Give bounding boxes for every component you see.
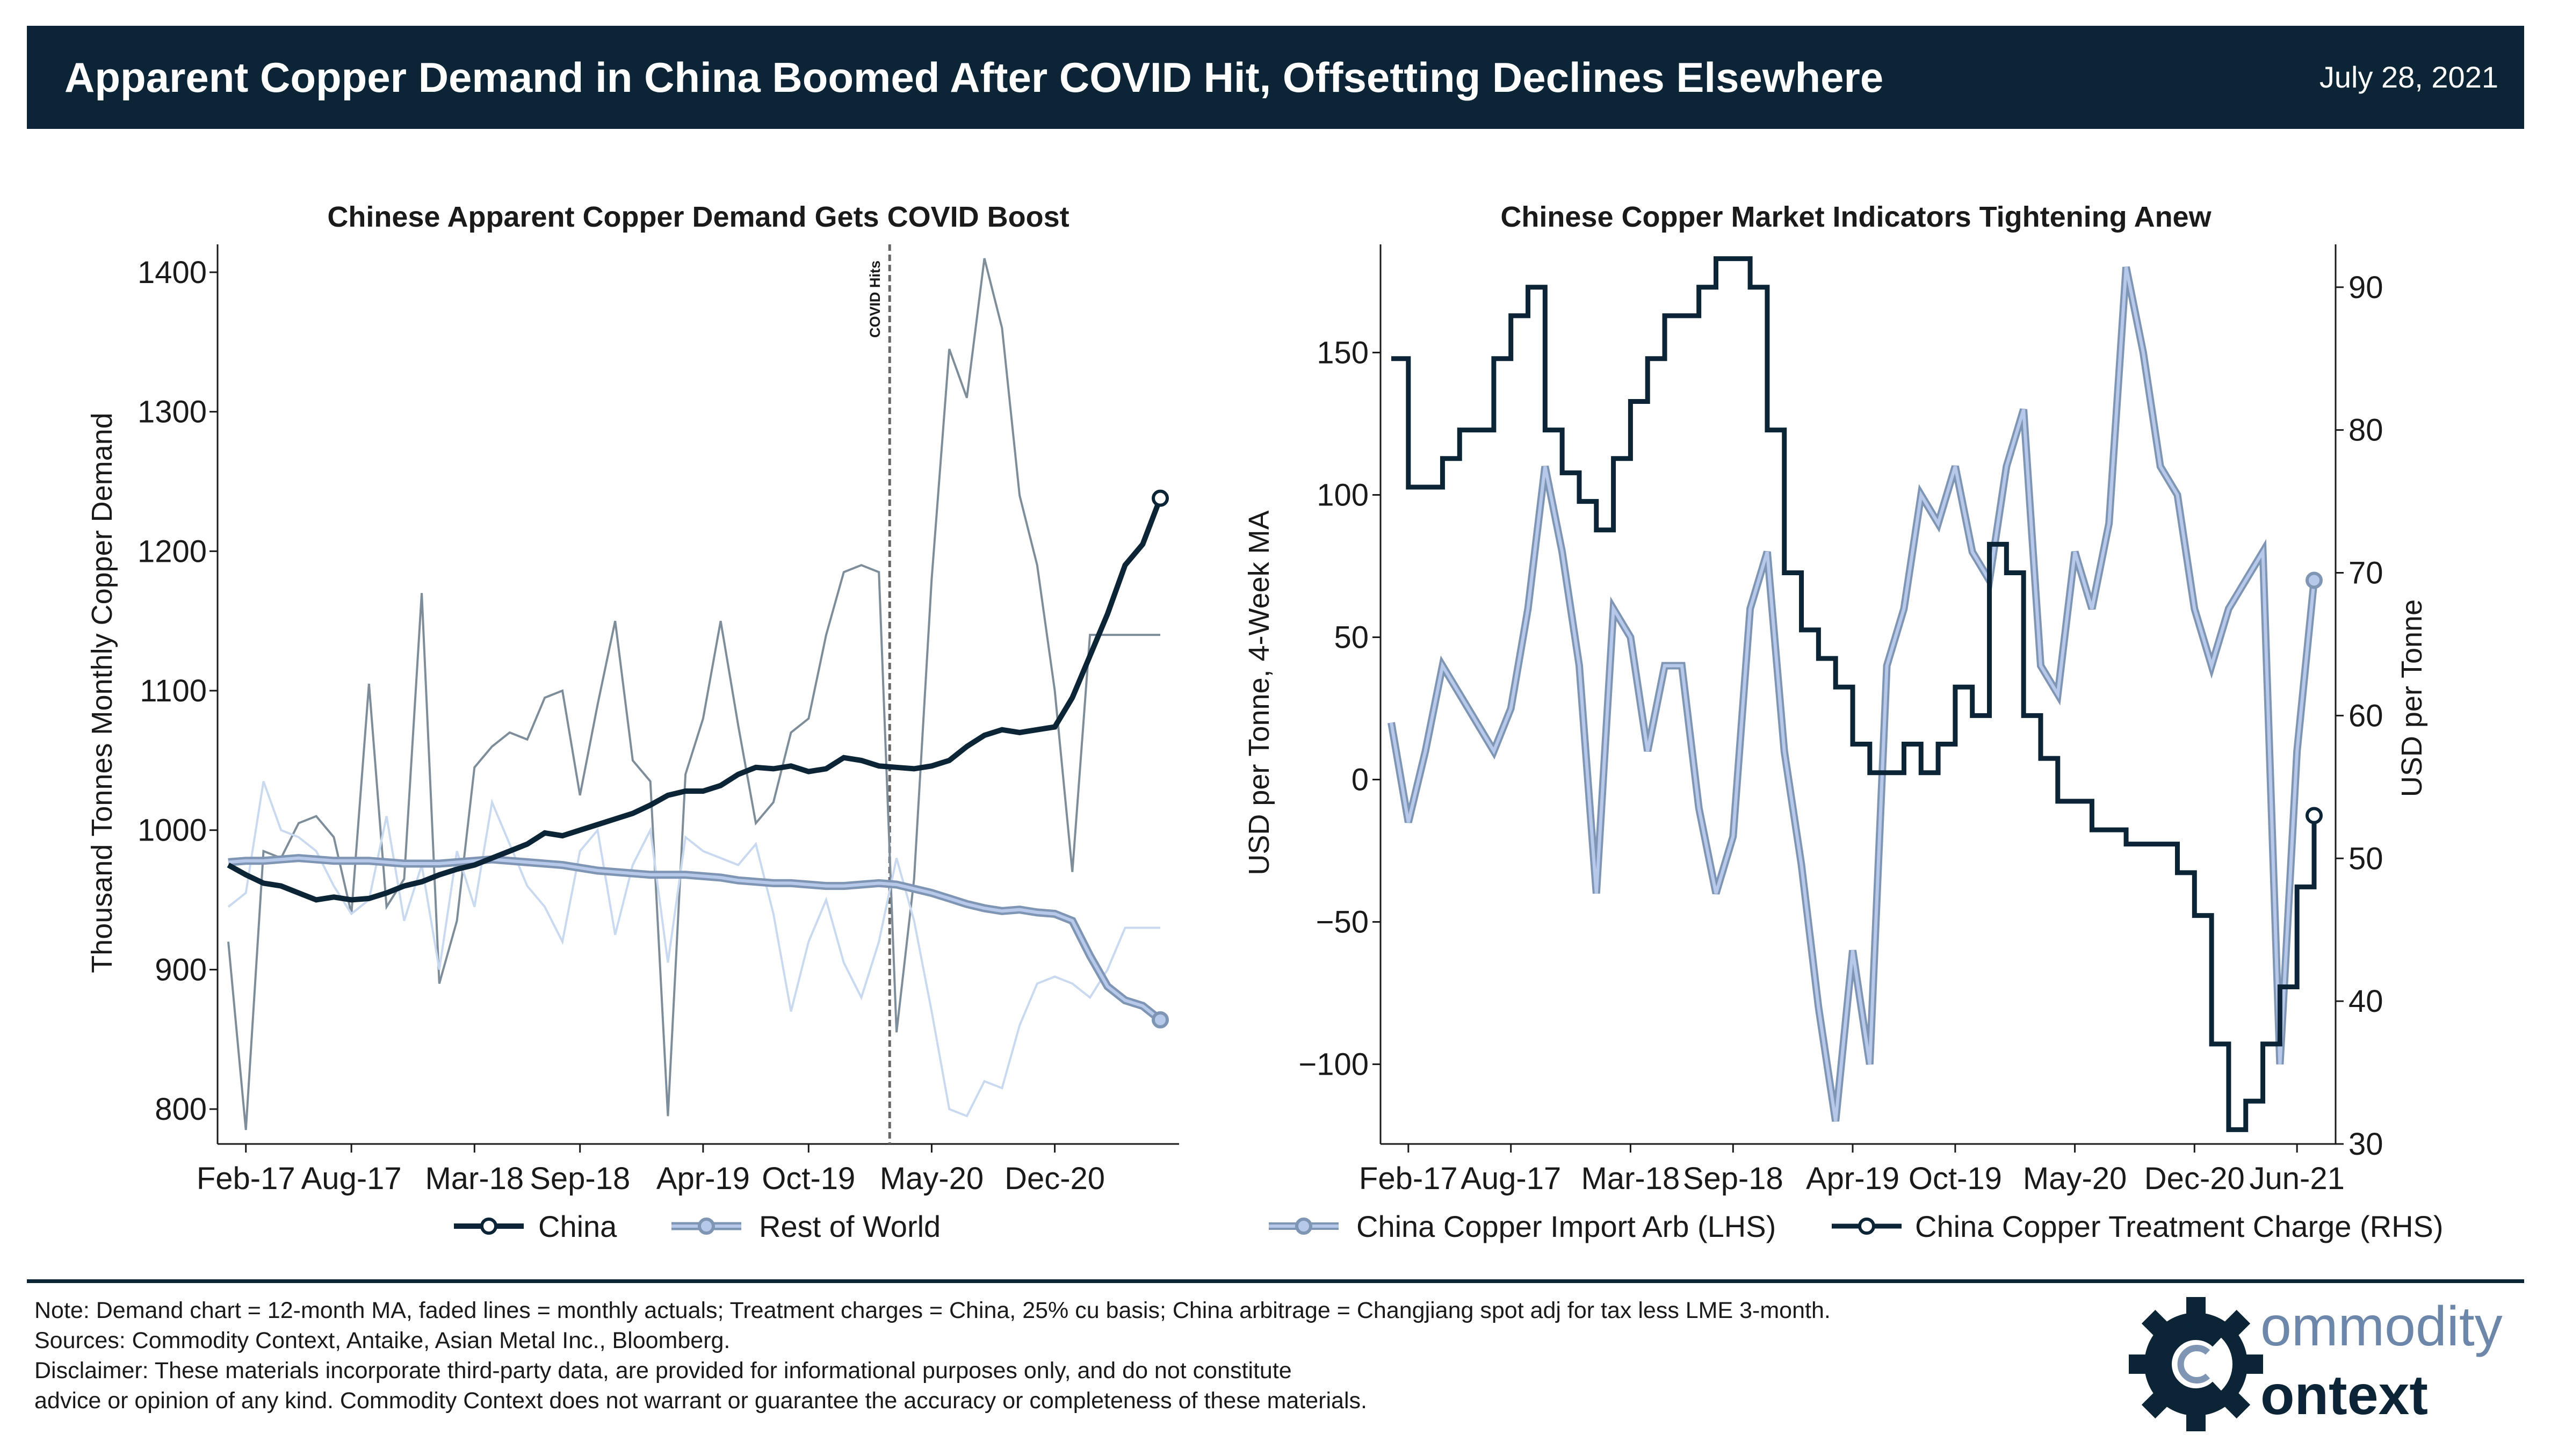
y-tick-label: 1000 — [138, 813, 207, 848]
x-tick-label: Sep-18 — [530, 1161, 630, 1196]
legend-label-china: China — [538, 1209, 617, 1243]
x-tick-label: Oct-19 — [762, 1161, 855, 1196]
x-tick-label: Apr-19 — [656, 1161, 750, 1196]
x-tick-label: Jun-21 — [2250, 1161, 2345, 1196]
left-y-ticks: 800 900 1000 1100 1200 1300 1400 — [138, 255, 218, 1127]
right-legend: China Copper Import Arb (LHS) China Copp… — [1269, 1209, 2444, 1243]
x-tick-label: Oct-19 — [1909, 1161, 2002, 1196]
y2-tick-label: 40 — [2348, 984, 2383, 1019]
title-banner: Apparent Copper Demand in China Boomed A… — [27, 26, 2524, 129]
y-tick-label: −50 — [1316, 905, 1369, 940]
x-tick-label: May-20 — [2023, 1161, 2127, 1196]
logo-text-top: ommodity — [2260, 1295, 2503, 1358]
y-tick-label: 1300 — [138, 395, 207, 430]
legend-label-tc: China Copper Treatment Charge (RHS) — [1915, 1209, 2444, 1243]
row-ma-line — [228, 856, 1161, 1022]
left-y-axis-label: Thousand Tonnes Monthly Copper Demand — [86, 412, 118, 973]
x-tick-label: Mar-18 — [1581, 1161, 1680, 1196]
y-tick-label: 50 — [1334, 620, 1369, 655]
y2-tick-label: 70 — [2348, 556, 2383, 591]
y-tick-label: 100 — [1317, 477, 1369, 512]
y2-tick-label: 60 — [2348, 698, 2383, 733]
row-monthly-line — [227, 781, 1160, 1118]
x-tick-label: Aug-17 — [301, 1161, 402, 1196]
legend-item-tc[interactable]: China Copper Treatment Charge (RHS) — [1832, 1209, 2444, 1243]
y2-tick-label: 80 — [2348, 413, 2383, 448]
report-date: July 28, 2021 — [2319, 60, 2498, 94]
legend-item-row[interactable]: Rest of World — [671, 1209, 941, 1243]
y2-tick-label: 50 — [2348, 841, 2383, 876]
legend-label-row: Rest of World — [759, 1209, 941, 1243]
y-tick-label: −100 — [1298, 1047, 1369, 1082]
gear-icon — [2129, 1297, 2263, 1431]
x-tick-label: Sep-18 — [1683, 1161, 1783, 1196]
disclaimer-line-1: Disclaimer: These materials incorporate … — [34, 1358, 1292, 1383]
covid-annotation: COVID Hits — [867, 260, 883, 338]
footer-notes: Note: Demand chart = 12-month MA, faded … — [34, 1295, 2129, 1416]
note-text: Note: Demand chart = 12-month MA, faded … — [34, 1298, 1831, 1323]
y-tick-label: 150 — [1317, 335, 1369, 370]
y-tick-label: 1100 — [140, 673, 207, 708]
x-tick-label: Feb-17 — [197, 1161, 295, 1196]
right-chart-title: Chinese Copper Market Indicators Tighten… — [1500, 201, 2212, 233]
left-chart-title: Chinese Apparent Copper Demand Gets COVI… — [327, 201, 1069, 233]
footer-divider — [27, 1279, 2524, 1283]
china-ma-line — [227, 497, 1163, 903]
commodity-context-logo: ommodity ontext — [2129, 1295, 2503, 1431]
arb-end-marker — [2306, 571, 2323, 589]
right-y-axis-label: USD per Tonne, 4-Week MA — [1243, 510, 1275, 875]
disclaimer-line-2: advice or opinion of any kind. Commodity… — [34, 1388, 1367, 1414]
right-chart: Chinese Copper Market Indicators Tighten… — [1243, 201, 2428, 1196]
legend-label-arb: China Copper Import Arb (LHS) — [1356, 1209, 1776, 1243]
legend-item-arb[interactable]: China Copper Import Arb (LHS) — [1269, 1209, 1776, 1243]
arb-line — [1390, 266, 2316, 1122]
logo-text-bottom: ontext — [2260, 1364, 2428, 1426]
right-x-ticks: Feb-17 Aug-17 Mar-18 Sep-18 Apr-19 Oct-19 May-… — [1359, 1144, 2345, 1196]
tc-line — [1391, 256, 2317, 1132]
left-legend: China Rest of World — [454, 1209, 941, 1243]
x-tick-label: Aug-17 — [1461, 1161, 1561, 1196]
y-tick-label: 900 — [155, 952, 207, 987]
left-x-ticks: Feb-17 Aug-17 Mar-18 Sep-18 Apr-19 Oct-19 May-… — [197, 1144, 1105, 1196]
china-monthly-line — [227, 258, 1160, 1131]
x-tick-label: May-20 — [880, 1161, 984, 1196]
right-y-ticks: −100 −50 0 50 100 150 — [1298, 335, 1381, 1082]
right-y2-axis-label: USD per Tonne — [2396, 599, 2428, 797]
y2-tick-label: 30 — [2348, 1127, 2383, 1162]
page-title: Apparent Copper Demand in China Boomed A… — [64, 54, 1884, 101]
x-tick-label: Mar-18 — [425, 1161, 524, 1196]
left-chart: Chinese Apparent Copper Demand Gets COVI… — [86, 201, 1179, 1196]
right-y2-ticks: 30 40 50 60 70 80 90 — [2336, 270, 2383, 1162]
legend-item-china[interactable]: China — [454, 1209, 617, 1243]
y-tick-label: 0 — [1352, 763, 1369, 798]
row-end-marker — [1152, 1011, 1169, 1028]
x-tick-label: Feb-17 — [1359, 1161, 1458, 1196]
x-tick-label: Apr-19 — [1806, 1161, 1899, 1196]
y-tick-label: 800 — [155, 1092, 207, 1127]
y-tick-label: 1400 — [138, 255, 207, 290]
tc-end-marker — [2306, 807, 2323, 824]
china-end-marker — [1152, 489, 1169, 507]
x-tick-label: Dec-20 — [2144, 1161, 2245, 1196]
x-tick-label: Dec-20 — [1004, 1161, 1105, 1196]
sources-text: Sources: Commodity Context, Antaike, Asi… — [34, 1328, 731, 1353]
y2-tick-label: 90 — [2348, 270, 2383, 305]
row-ma-line-outline — [228, 854, 1163, 1023]
y-tick-label: 1200 — [138, 534, 207, 569]
